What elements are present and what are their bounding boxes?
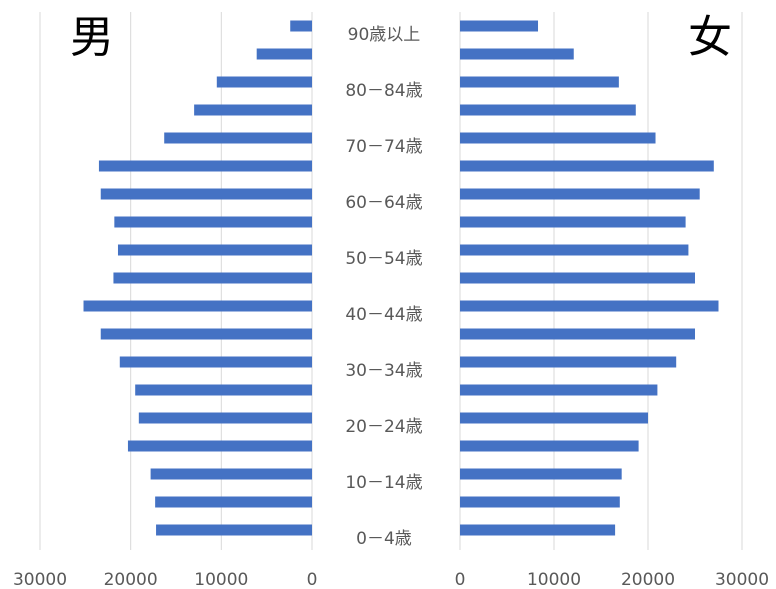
female-bar [460,132,656,144]
female-x-tick-label: 30000 [715,570,769,589]
age-group-label: 0－4歳 [356,529,412,549]
female-bar [460,20,539,32]
x-axis-ticks: 30000 20000 10000 0 0 10000 20000 30000 [13,570,769,589]
age-group-label: 80－84歳 [345,81,422,101]
female-x-tick-label: 10000 [527,570,581,589]
female-bar [460,104,636,116]
male-bar [256,48,312,60]
female-bar [460,300,719,312]
female-bar [460,76,619,88]
male-x-tick-label: 10000 [194,570,248,589]
age-group-label: 20－24歳 [345,417,422,437]
age-group-label: 60－64歳 [345,193,422,213]
male-x-tick-label: 20000 [104,570,158,589]
male-bar [135,384,312,396]
male-bar [216,76,312,88]
female-x-tick-label: 0 [455,570,466,589]
age-group-label: 40－44歳 [345,305,422,325]
male-x-tick-label: 0 [307,570,318,589]
female-bar [460,384,658,396]
age-group-label: 50－54歳 [345,249,422,269]
age-group-label: 90歳以上 [348,25,421,45]
male-bar [164,132,312,144]
male-x-tick-label: 30000 [13,570,67,589]
bars [83,20,719,536]
female-bar [460,48,574,60]
male-bar [117,244,313,256]
age-labels: 0－4歳 10－14歳 20－24歳 30－34歳 40－44歳 50－54歳 60－64歳… [345,25,422,549]
age-group-label: 10－14歳 [345,473,422,493]
female-x-tick-label: 20000 [621,570,675,589]
female-bar [460,160,714,172]
female-bar [460,188,700,200]
male-bar [156,524,312,536]
male-bar [114,216,312,228]
male-bar [150,468,312,480]
female-bar [460,496,620,508]
male-bar [113,272,312,284]
age-group-label: 30－34歳 [345,361,422,381]
female-bar [460,412,648,424]
male-bar [155,496,312,508]
female-bar [460,216,686,228]
male-series-label: 男 [70,12,114,63]
female-bar [460,356,677,368]
male-bar [100,328,312,340]
female-bar [460,272,695,284]
age-group-label: 70－74歳 [345,137,422,157]
male-bar [127,440,313,452]
female-bar [460,328,695,340]
male-bar [290,20,312,32]
male-bar [98,160,312,172]
female-bar [460,244,689,256]
male-bar [100,188,312,200]
male-bar [138,412,312,424]
female-series-label: 女 [688,12,732,63]
female-bar [460,468,622,480]
male-bar [83,300,313,312]
male-bar [194,104,312,116]
male-bar [119,356,312,368]
female-bar [460,440,639,452]
female-bar [460,524,616,536]
